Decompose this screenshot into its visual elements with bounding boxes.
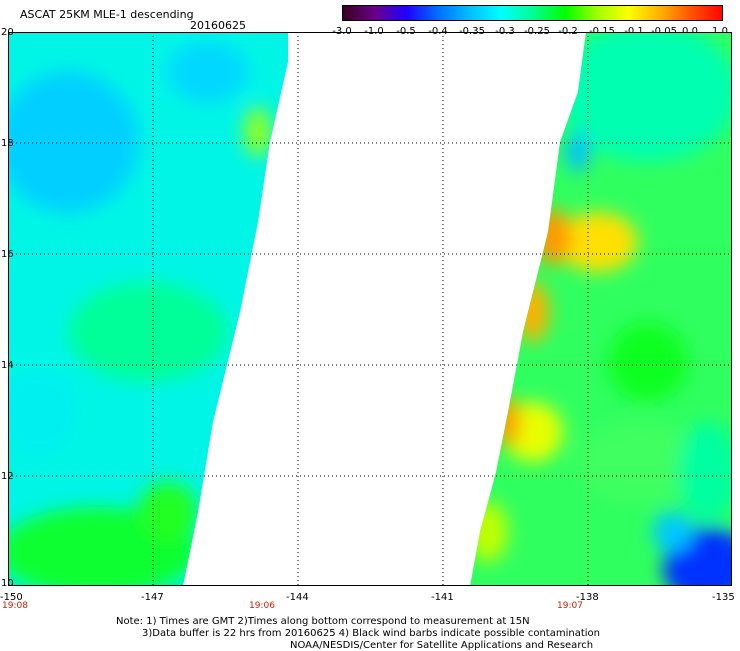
footnote-line-2: 3)Data buffer is 22 hrs from 20160625 4)… [142,628,600,639]
pass-time-label: 19:08 [2,601,28,611]
footnote-line-1: Note: 1) Times are GMT 2)Times along bot… [116,616,530,627]
color-scale-label: -0.4 [428,26,448,37]
lon-label: -150 [0,592,23,603]
lat-label: 16 [1,249,14,260]
map-frame [8,32,732,586]
color-scale-fill [343,6,722,20]
color-scale-label: -0.2 [558,26,578,37]
wind-map [8,32,732,586]
color-scale-label: -1.0 [364,26,384,37]
color-scale-label: -0.25 [524,26,550,37]
lon-label: -144 [286,592,309,603]
color-scale-label: -0.05 [651,26,677,37]
color-scale-labels: -3.0 -1.0 -0.5 -0.4 -0.35 -0.3 -0.25 -0.… [300,26,740,40]
product-date: 20160625 [190,19,246,32]
pass-time-label: 19:06 [249,601,275,611]
graticule [8,32,732,586]
color-scale-label: -0.15 [589,26,615,37]
color-scale-label: 1.0 [712,26,728,37]
color-scale-label: -3.0 [332,26,352,37]
footnote-line-3: NOAA/NESDIS/Center for Satellite Applica… [290,640,594,651]
color-scale-label: -0.1 [624,26,644,37]
color-scale-label: -0.5 [396,26,416,37]
lat-label: 14 [1,360,14,371]
color-scale-label: -0.35 [459,26,485,37]
lat-label: 18 [1,138,14,149]
lon-label: -138 [576,592,599,603]
color-scale-gradient [343,6,722,20]
product-title: ASCAT 25KM MLE-1 descending [20,8,194,21]
lat-label: 20 [1,27,14,38]
lat-label: 10 [1,578,14,589]
left-swath [8,32,288,586]
lat-label: 12 [1,471,14,482]
color-scale-label: 0.0 [682,26,698,37]
lon-label: -147 [141,592,164,603]
lon-label: -141 [431,592,454,603]
color-scale-label: -0.3 [495,26,515,37]
lon-label: -135 [712,592,735,603]
right-swath [470,32,732,586]
pass-time-label: 19:07 [557,601,583,611]
color-scale-bar [342,5,723,21]
